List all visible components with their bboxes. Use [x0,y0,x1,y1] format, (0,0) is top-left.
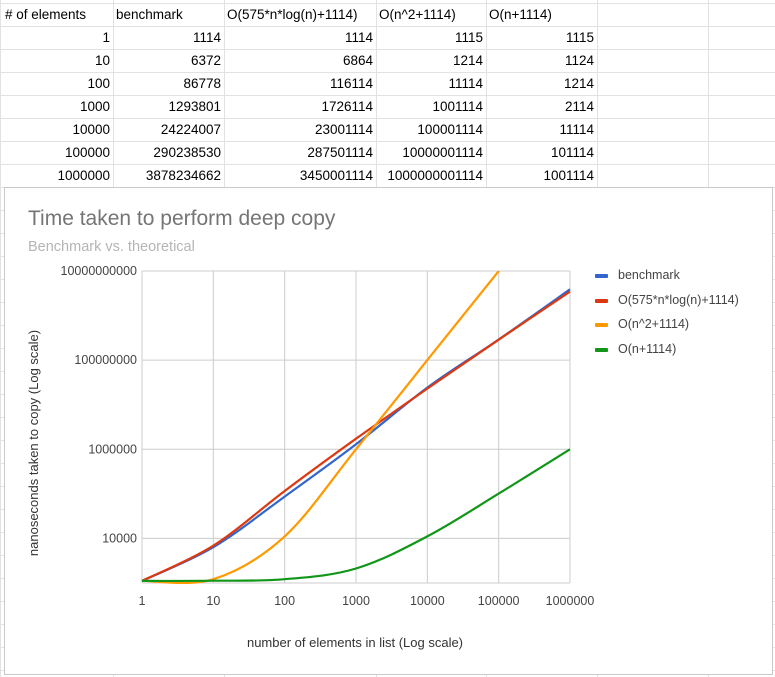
legend-swatch [595,323,608,327]
table-row: 10 6372 6864 1214 1124 [0,50,775,73]
cell-n[interactable]: 1214 [563,76,594,91]
cell-n[interactable]: 11114 [559,122,594,137]
cell-benchmark[interactable]: 6372 [190,53,221,68]
cell-n2[interactable]: 1001114 [432,99,483,114]
header-row: # of elements benchmark O(575*n*log(n)+1… [0,4,775,27]
cell-benchmark[interactable]: 86778 [183,76,221,91]
cell-benchmark[interactable]: 290238530 [153,145,221,160]
y-tick-label: 10000 [102,531,137,545]
cell-benchmark[interactable]: 1293801 [168,99,221,114]
x-tick-label: 1000 [342,594,370,608]
cell-n[interactable]: 1001114 [543,168,594,183]
cell-n2[interactable]: 10000001114 [402,145,483,160]
cell-nlogn[interactable]: 287501114 [307,145,373,160]
series-line-3[interactable] [141,448,571,583]
legend-label: O(n+1114) [618,341,677,356]
table-row: 1000000 3878234662 3450001114 1000000001114… [0,165,775,188]
x-tick-label: 100 [274,594,295,608]
cell-elements[interactable]: 10 [94,53,110,68]
y-tick-label: 100000000 [74,353,137,367]
cell-n2[interactable]: 1214 [452,53,483,68]
x-tick-label: 1 [139,594,146,608]
cell-elements[interactable]: 1 [102,30,110,45]
chart-title: Time taken to perform deep copy [28,207,336,230]
cell-benchmark[interactable]: 3878234662 [145,168,221,183]
header-cell-n2[interactable]: O(n^2+1114) [379,7,456,22]
cell-n[interactable]: 1115 [565,30,594,45]
legend-label: O(n^2+1114) [618,317,690,331]
table-row: 100 86778 116114 11114 1214 [0,73,775,96]
cell-elements[interactable]: 100000 [64,145,110,160]
header-cell-benchmark[interactable]: benchmark [116,7,183,22]
table-row: 1000 1293801 1726114 1001114 2114 [0,96,775,119]
series-line-1[interactable] [141,290,571,582]
legend-label: benchmark [618,268,680,282]
table-row: 100000 290238530 287501114 10000001114 10111… [0,142,775,165]
cell-nlogn[interactable]: 1114 [344,30,373,45]
x-tick-label: 10 [206,594,220,608]
legend-swatch [595,274,608,278]
cell-elements[interactable]: 10000 [72,122,110,137]
cell-nlogn[interactable]: 3450001114 [299,168,373,183]
cell-nlogn[interactable]: 6864 [342,53,373,68]
legend-swatch [595,347,608,352]
cell-benchmark[interactable]: 24224007 [160,122,221,137]
x-tick-label: 1000000 [546,594,595,608]
chart-subtitle: Benchmark vs. theoretical [28,239,195,255]
header-cell-elements[interactable]: # of elements [5,7,87,22]
chart-card[interactable]: Time taken to perform deep copy Benchmar… [4,187,773,675]
x-axis-title: number of elements in list (Log scale) [247,635,463,650]
cell-n2[interactable]: 1115 [454,30,483,45]
y-tick-label: 10000000000 [61,264,138,278]
cell-elements[interactable]: 1000 [79,99,110,114]
cell-elements[interactable]: 100 [87,76,110,91]
header-cell-nlogn[interactable]: O(575*n*log(n)+1114) [227,7,358,22]
cell-nlogn[interactable]: 23001114 [314,122,373,137]
cell-n[interactable]: 101114 [550,145,594,160]
cell-benchmark[interactable]: 1114 [192,30,221,45]
y-axis-title: nanoseconds taken to copy (Log scale) [26,330,41,556]
legend-swatch [595,298,608,303]
legend-label: O(575*n*log(n)+1114) [618,292,739,307]
table-row: 10000 24224007 23001114 100001114 11114 [0,119,775,142]
y-tick-label: 1000000 [88,442,137,456]
series-line-2[interactable] [141,188,570,585]
cell-n[interactable]: 2114 [564,99,594,114]
cell-n[interactable]: 1124 [564,53,594,68]
line-chart: 1 10 100 1000 10000 100000 1000000 10000 1000000… [26,188,595,650]
cell-n2[interactable]: 100001114 [417,122,483,137]
cell-n2[interactable]: 1000000001114 [387,168,483,183]
cell-nlogn[interactable]: 116114 [329,76,373,91]
cell-nlogn[interactable]: 1726114 [321,99,373,114]
x-tick-label: 100000 [478,594,520,608]
table-row: 1 1114 1114 1115 1115 [0,27,775,50]
cell-elements[interactable]: 1000000 [57,168,110,183]
x-tick-label: 10000 [410,594,445,608]
header-cell-n[interactable]: O(n+1114) [489,7,552,22]
cell-n2[interactable]: 11114 [448,76,483,91]
